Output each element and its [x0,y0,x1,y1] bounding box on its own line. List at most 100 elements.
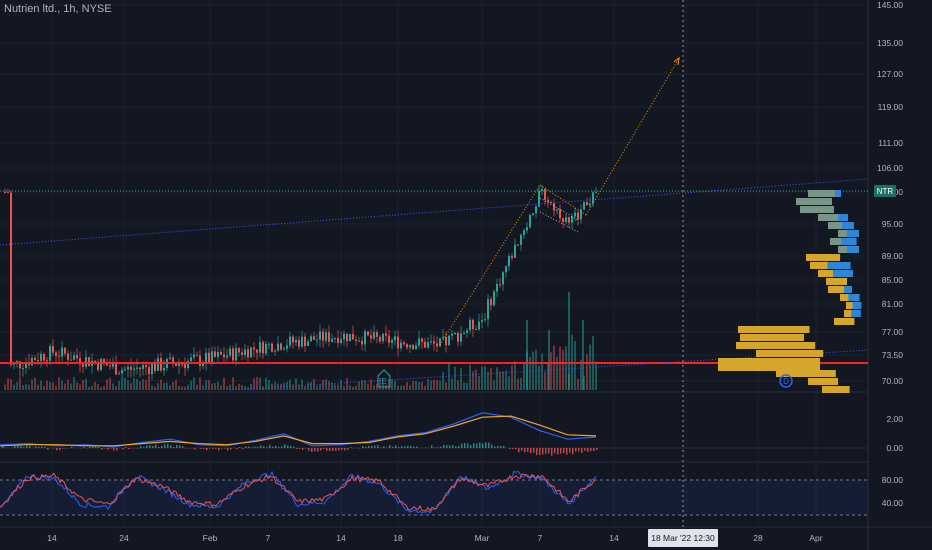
volume-bar [463,382,465,390]
volume-bar [118,380,120,390]
volume-bar [391,379,393,390]
trendline-upper [0,178,869,246]
time-tick-label: Apr [809,533,822,543]
volume-bar [418,381,420,390]
volume-bar [508,376,510,390]
volume-bar [568,292,570,390]
macd-histogram-bar [503,446,505,448]
macd-histogram-bar [317,448,319,452]
macd-histogram-bar [362,445,364,448]
volume-bar [91,385,93,390]
volume-bar [367,383,369,390]
macd-histogram-bar [251,447,253,448]
macd-histogram-bar [587,448,589,452]
volume-bar [127,380,129,390]
macd-histogram-bar [470,445,472,448]
candle-body [286,345,288,349]
candle-body [493,291,495,306]
macd-histogram-bar [575,448,577,452]
candle-body [256,349,258,353]
volume-bar [415,380,417,390]
candle-body [355,339,357,341]
volume-bar [553,345,555,390]
macd-histogram-bar [200,448,202,449]
candle-body [526,227,528,231]
macd-histogram-bar [152,445,154,448]
volume-bar [586,353,588,390]
volume-bar [370,379,372,390]
candle-body [415,345,417,350]
time-tick-label: 7 [266,533,271,543]
profile-bar-gold [830,238,842,245]
candle-body [586,202,588,206]
candle-body [403,342,405,345]
volume-bar [517,378,519,390]
candle-body [505,266,507,273]
volume-bar [298,384,300,390]
candle-body [538,190,540,207]
candle-body [463,332,465,334]
macd-histogram-bar [203,448,205,450]
candle-body [553,202,555,211]
volume-bar [548,330,550,390]
candle-body [556,209,558,211]
macd-histogram-bar [263,446,265,448]
volume-bar [355,385,357,390]
candle-body [541,188,543,191]
candle-body [517,244,519,246]
macd-histogram-bar [515,448,517,450]
candle-body [175,363,177,367]
candle-body [205,352,207,364]
macd-histogram-bar [125,446,127,448]
stoch-d-line [0,472,597,512]
profile-bar-blue [818,270,853,277]
volume-bar [184,386,186,390]
candle-body [379,336,381,342]
macd-histogram-bar [212,448,214,449]
candle-body [196,354,198,356]
volume-bar [349,385,351,390]
candle-body [391,340,393,343]
profile-bar-gold [822,386,850,393]
candle-body [40,353,42,361]
macd-histogram-bar [254,446,256,448]
macd-histogram-bar [284,444,286,448]
candle-body [232,348,234,361]
candle-body [319,331,321,340]
candle-body [307,341,309,347]
volume-bar [193,377,195,390]
volume-bar [70,383,72,390]
macd-histogram-bar [533,448,535,453]
macd-histogram-bar [377,445,379,448]
candle-body [250,347,252,358]
candle-body [184,364,186,369]
candle-body [397,336,399,349]
volume-bar [511,365,513,390]
volume-bar [544,371,546,390]
time-axis[interactable]: 14 24 Feb 7 14 18 Mar 7 14 28 Apr 18 Mar '22 12:30 [47,529,823,547]
candle-body [400,342,402,349]
volume-bar [142,379,144,390]
candle-body [61,347,63,357]
dividend-marker-label: D [783,377,789,386]
candle-body [211,351,213,363]
candle-body [313,336,315,340]
volume-bar [13,384,15,390]
candle-body [433,341,435,344]
macd-histogram-bar [104,448,106,449]
volume-bar [523,362,525,390]
macd-histogram-bar [266,447,268,448]
profile-bar-gold [810,262,828,269]
macd-histogram-bar [395,445,397,448]
profile-bar-gold [796,198,832,205]
macd-histogram-bar [431,445,433,448]
volume-bar [562,350,564,390]
candle-body [427,342,429,348]
symbol-badge [874,185,896,197]
candle-body [82,364,84,367]
candle-body [7,192,9,194]
macd-histogram-bar [416,446,418,448]
macd-histogram-bar [23,447,25,448]
macd-histogram-bar [413,446,415,448]
